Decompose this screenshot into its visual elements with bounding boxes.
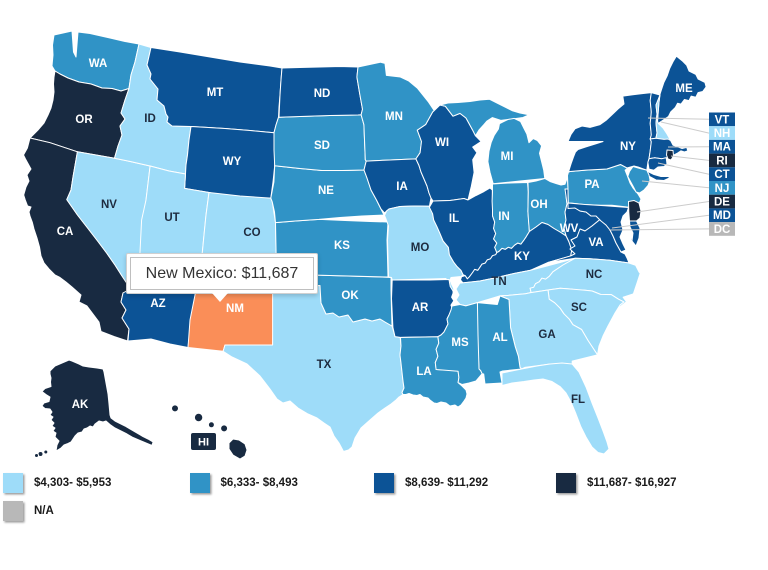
svg-text:RI: RI — [716, 155, 728, 167]
svg-text:HI: HI — [198, 437, 209, 449]
svg-text:LA: LA — [416, 366, 431, 378]
svg-text:MN: MN — [385, 111, 403, 123]
svg-text:ME: ME — [675, 83, 693, 95]
svg-text:SD: SD — [314, 140, 330, 152]
svg-text:OK: OK — [341, 290, 359, 302]
svg-text:NV: NV — [101, 199, 117, 211]
svg-text:NE: NE — [318, 185, 334, 197]
svg-text:NM: NM — [226, 303, 244, 315]
svg-text:AL: AL — [492, 332, 507, 344]
svg-text:OR: OR — [75, 114, 93, 126]
svg-text:DC: DC — [714, 224, 731, 236]
svg-text:VA: VA — [588, 237, 603, 249]
svg-text:TX: TX — [317, 359, 332, 371]
svg-text:VT: VT — [715, 114, 730, 126]
svg-text:IL: IL — [449, 213, 459, 225]
svg-text:CA: CA — [57, 226, 74, 238]
svg-text:AR: AR — [412, 302, 429, 314]
svg-text:TN: TN — [491, 276, 506, 288]
svg-text:NC: NC — [586, 269, 603, 281]
svg-text:MD: MD — [713, 210, 731, 222]
svg-text:CT: CT — [714, 169, 729, 181]
svg-text:GA: GA — [538, 329, 555, 341]
svg-text:FL: FL — [571, 394, 585, 406]
svg-text:ND: ND — [314, 88, 331, 100]
svg-text:WI: WI — [435, 137, 449, 149]
svg-text:MT: MT — [207, 87, 224, 99]
svg-text:DE: DE — [714, 197, 730, 209]
svg-text:IN: IN — [498, 211, 510, 223]
svg-text:KS: KS — [334, 240, 350, 252]
svg-text:WA: WA — [89, 58, 108, 70]
svg-text:MI: MI — [501, 151, 514, 163]
svg-text:WY: WY — [223, 156, 242, 168]
svg-text:OH: OH — [530, 199, 547, 211]
svg-text:CO: CO — [243, 227, 260, 239]
svg-text:IA: IA — [396, 181, 408, 193]
svg-text:WV: WV — [560, 223, 579, 235]
svg-text:MS: MS — [451, 337, 469, 349]
svg-text:ID: ID — [144, 113, 156, 125]
svg-text:NY: NY — [620, 141, 636, 153]
svg-text:SC: SC — [571, 302, 587, 314]
svg-text:AK: AK — [72, 399, 89, 411]
svg-text:PA: PA — [584, 179, 599, 191]
svg-text:KY: KY — [514, 251, 530, 263]
svg-text:MA: MA — [713, 142, 731, 154]
svg-text:MO: MO — [411, 242, 430, 254]
svg-text:AZ: AZ — [150, 298, 165, 310]
svg-text:UT: UT — [164, 212, 179, 224]
svg-text:NH: NH — [714, 128, 731, 140]
svg-text:NJ: NJ — [715, 183, 730, 195]
